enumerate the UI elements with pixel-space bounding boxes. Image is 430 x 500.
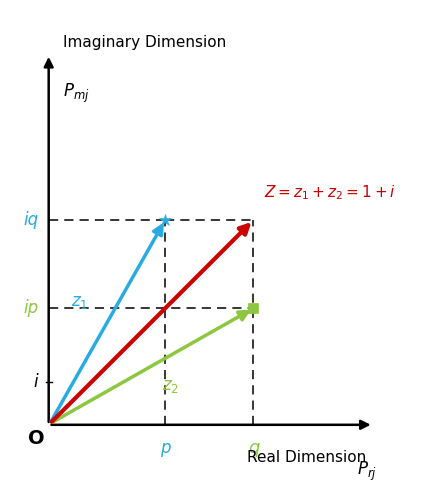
Text: $P_{mj}$: $P_{mj}$ bbox=[63, 82, 89, 106]
Text: $z_2$: $z_2$ bbox=[163, 378, 179, 396]
Text: Imaginary Dimension: Imaginary Dimension bbox=[63, 36, 226, 51]
Text: p: p bbox=[160, 439, 170, 457]
Text: Real Dimension: Real Dimension bbox=[247, 450, 366, 464]
Text: O: O bbox=[28, 430, 45, 448]
Text: q: q bbox=[248, 439, 259, 457]
Text: $Z = z_1 + z_2 = 1+i$: $Z = z_1 + z_2 = 1+i$ bbox=[264, 184, 396, 203]
Text: i: i bbox=[34, 374, 38, 392]
Text: iq: iq bbox=[23, 211, 38, 229]
Text: $P_{rj}$: $P_{rj}$ bbox=[357, 460, 377, 483]
Text: $z_1$: $z_1$ bbox=[71, 292, 89, 310]
Text: ip: ip bbox=[23, 300, 38, 318]
